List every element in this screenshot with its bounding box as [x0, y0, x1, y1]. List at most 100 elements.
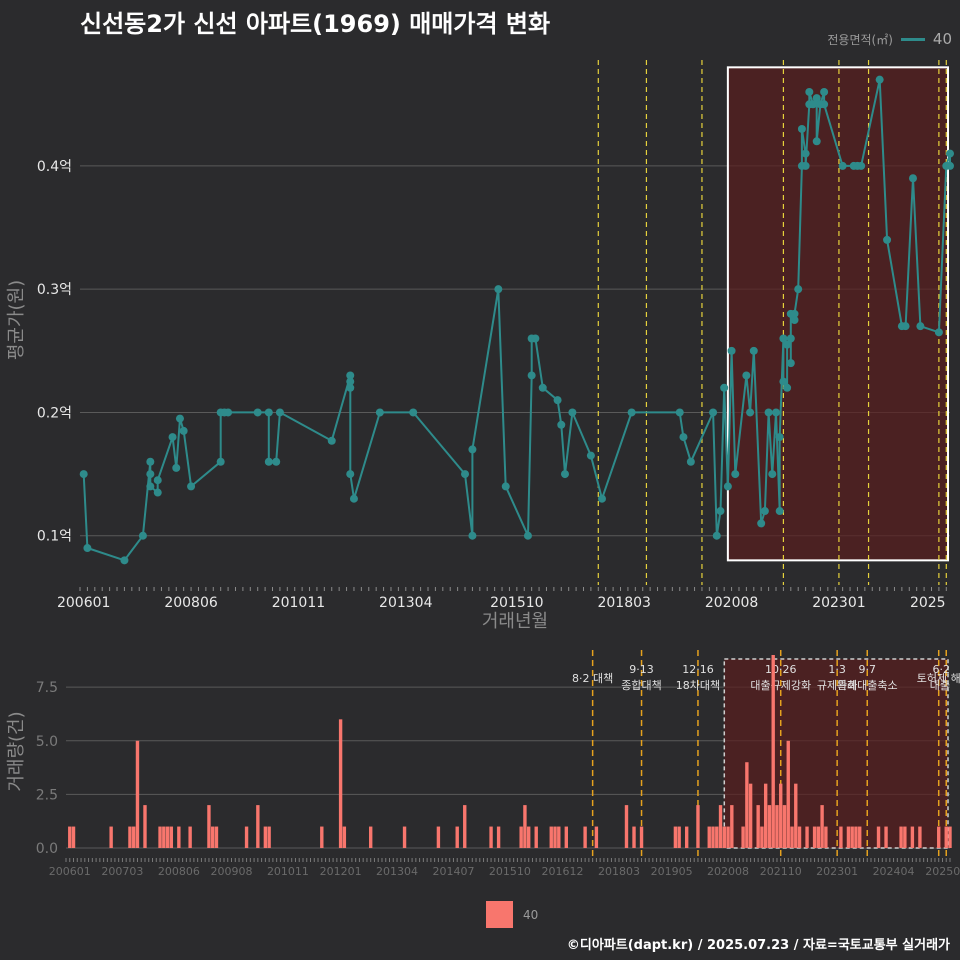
volume-bar: [707, 826, 711, 848]
volume-bar: [711, 826, 715, 848]
x-tick-label: 202506: [925, 865, 960, 878]
volume-bar: [162, 826, 166, 848]
volume-bar: [779, 783, 783, 848]
data-point: [760, 507, 769, 516]
volume-bar: [937, 826, 941, 848]
volume-bar: [68, 826, 72, 848]
data-point: [627, 408, 636, 417]
data-point: [175, 414, 184, 423]
data-point: [783, 340, 792, 349]
data-point: [409, 408, 418, 417]
data-point: [768, 470, 777, 479]
data-point: [794, 285, 803, 294]
volume-bar: [805, 826, 809, 848]
data-point: [272, 457, 281, 466]
volume-bar: [918, 826, 922, 848]
price-chart: 0.1억 0.2억 0.3억 0.4억 200601 200806 201011 201304…: [6, 60, 954, 632]
data-point: [120, 556, 129, 565]
legend-line-icon: [900, 37, 925, 41]
data-point: [820, 87, 829, 96]
volume-bar: [820, 805, 824, 848]
volume-bar: [338, 719, 343, 848]
data-point: [790, 309, 799, 318]
volume-bar: [948, 826, 952, 848]
data-point: [727, 346, 736, 355]
volume-bar: [763, 783, 768, 848]
volume-bar: [489, 826, 493, 848]
legend-title: 전용면적(㎡): [827, 32, 893, 47]
volume-bar: [797, 826, 802, 848]
volume-bar: [553, 826, 557, 848]
data-point: [179, 426, 188, 435]
volume-bar: [369, 826, 373, 848]
volume-bar: [128, 826, 132, 848]
volume-bar: [846, 826, 851, 848]
data-point: [812, 137, 821, 146]
volume-bar: [143, 805, 147, 848]
policy-label: 8·2 대책: [572, 672, 613, 685]
x-tick-label: 201304: [379, 595, 433, 611]
volume-bar: [564, 826, 568, 848]
data-point: [838, 161, 847, 170]
volume-bar: [767, 805, 772, 848]
x-tick-label: 202301: [812, 595, 865, 611]
data-point: [686, 457, 695, 466]
volume-bar: [267, 826, 271, 848]
volume-bar: [549, 826, 553, 848]
policy-label: 6·2: [933, 663, 951, 676]
data-point: [598, 494, 606, 503]
volume-bar: [463, 805, 467, 848]
data-point: [224, 408, 233, 417]
data-point: [461, 470, 470, 479]
x-tick-label: 201510: [490, 595, 543, 611]
volume-bar: [850, 826, 854, 848]
x-tick-label: 201304: [376, 865, 418, 878]
data-point: [146, 482, 155, 491]
data-point: [568, 408, 577, 417]
data-point: [468, 531, 477, 540]
volume-bar: [557, 826, 561, 848]
x-tick-label: 202404: [873, 865, 915, 878]
volume-bar: [165, 826, 170, 848]
volume-bar: [726, 826, 730, 848]
x-tick-label: 201510: [489, 865, 531, 878]
data-point: [786, 359, 795, 368]
data-point: [946, 149, 954, 158]
policy-label: 1·3: [828, 663, 846, 676]
volume-bar: [812, 826, 817, 848]
legend-bar-swatch-icon: [486, 901, 513, 928]
x-tick-label: 202008: [705, 595, 758, 611]
policy-label: 9·13: [629, 663, 654, 676]
y-axis-title: 평균가(원): [6, 280, 27, 360]
volume-bar: [673, 826, 678, 848]
data-point: [675, 408, 684, 417]
volume-bar: [775, 805, 779, 848]
data-point: [346, 371, 355, 380]
volume-bar: [207, 805, 211, 848]
volume-bar: [854, 826, 858, 848]
volume-bar: [263, 826, 268, 848]
volume-bar: [839, 826, 843, 848]
volume-bar: [858, 826, 862, 848]
x-tick-label: 201201: [320, 865, 362, 878]
x-tick-label: 201905: [651, 865, 693, 878]
x-tick-label: 201011: [267, 865, 309, 878]
data-point: [264, 457, 273, 466]
chart-title: 신선동2가 신선 아파트(1969) 매매가격 변화: [80, 10, 551, 38]
data-point: [79, 470, 88, 479]
data-point: [494, 285, 503, 294]
data-point: [757, 519, 766, 528]
data-point: [553, 396, 562, 405]
volume-bar: [718, 805, 723, 848]
volume-bar: [684, 826, 689, 848]
volume-bar: [188, 826, 192, 848]
data-point: [253, 408, 262, 417]
volume-bar: [745, 762, 749, 848]
y-tick-label: 5.0: [36, 734, 58, 750]
policy-label: 10·26: [765, 663, 797, 676]
data-point: [375, 408, 384, 417]
x-tick-label: 201612: [542, 865, 584, 878]
volume-bar: [677, 826, 681, 848]
y-tick-label: 0.0: [36, 841, 58, 857]
data-point: [349, 494, 358, 503]
